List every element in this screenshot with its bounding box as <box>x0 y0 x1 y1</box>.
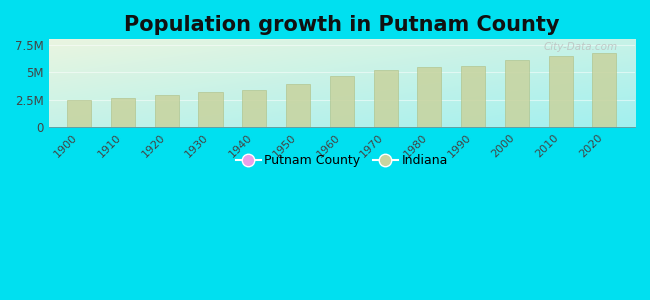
Bar <box>549 56 573 127</box>
Bar <box>505 60 529 127</box>
Bar <box>417 67 441 127</box>
Bar <box>111 98 135 127</box>
Bar <box>242 90 266 127</box>
Bar <box>286 84 310 127</box>
Bar <box>592 53 616 127</box>
Bar <box>155 95 179 127</box>
Bar <box>67 100 91 127</box>
Bar <box>198 92 222 127</box>
Bar <box>461 66 485 127</box>
Bar <box>374 70 398 127</box>
Text: City-Data.com: City-Data.com <box>543 42 618 52</box>
Title: Population growth in Putnam County: Population growth in Putnam County <box>124 15 560 35</box>
Bar <box>330 76 354 127</box>
Legend: Putnam County, Indiana: Putnam County, Indiana <box>231 149 453 172</box>
